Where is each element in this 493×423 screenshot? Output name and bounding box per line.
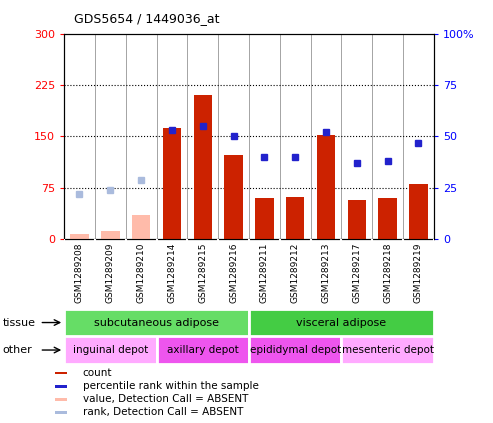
Bar — [55, 398, 67, 401]
Text: subcutaneous adipose: subcutaneous adipose — [94, 318, 219, 327]
Text: visceral adipose: visceral adipose — [296, 318, 387, 327]
Text: other: other — [2, 345, 32, 355]
Bar — [55, 411, 67, 414]
Text: GSM1289218: GSM1289218 — [383, 242, 392, 303]
Text: tissue: tissue — [2, 318, 35, 327]
Bar — [193, 96, 212, 239]
Text: GSM1289215: GSM1289215 — [198, 242, 207, 303]
Text: GSM1289214: GSM1289214 — [168, 242, 176, 303]
Text: rank, Detection Call = ABSENT: rank, Detection Call = ABSENT — [83, 407, 243, 418]
Bar — [163, 127, 181, 239]
Text: GSM1289217: GSM1289217 — [352, 242, 361, 303]
Bar — [409, 184, 427, 239]
Bar — [132, 215, 150, 239]
Text: value, Detection Call = ABSENT: value, Detection Call = ABSENT — [83, 394, 248, 404]
Bar — [55, 371, 67, 374]
Text: percentile rank within the sample: percentile rank within the sample — [83, 381, 259, 391]
Text: axillary depot: axillary depot — [167, 345, 239, 355]
Text: GSM1289208: GSM1289208 — [75, 242, 84, 303]
Bar — [64, 309, 249, 336]
Bar — [341, 336, 434, 364]
Text: GSM1289210: GSM1289210 — [137, 242, 145, 303]
Bar — [157, 336, 249, 364]
Bar — [70, 233, 89, 239]
Bar — [224, 155, 243, 239]
Bar — [249, 336, 341, 364]
Text: count: count — [83, 368, 112, 378]
Text: GDS5654 / 1449036_at: GDS5654 / 1449036_at — [74, 12, 219, 25]
Text: GSM1289213: GSM1289213 — [321, 242, 330, 303]
Text: GSM1289212: GSM1289212 — [291, 242, 300, 303]
Text: GSM1289219: GSM1289219 — [414, 242, 423, 303]
Bar — [249, 309, 434, 336]
Text: GSM1289216: GSM1289216 — [229, 242, 238, 303]
Bar — [55, 385, 67, 387]
Bar — [64, 336, 157, 364]
Bar — [101, 231, 120, 239]
Bar — [348, 200, 366, 239]
Bar — [286, 197, 305, 239]
Text: GSM1289211: GSM1289211 — [260, 242, 269, 303]
Text: mesenteric depot: mesenteric depot — [342, 345, 434, 355]
Text: inguinal depot: inguinal depot — [72, 345, 148, 355]
Text: GSM1289209: GSM1289209 — [106, 242, 115, 303]
Bar — [255, 198, 274, 239]
Bar — [317, 135, 335, 239]
Text: epididymal depot: epididymal depot — [249, 345, 341, 355]
Bar — [378, 198, 397, 239]
